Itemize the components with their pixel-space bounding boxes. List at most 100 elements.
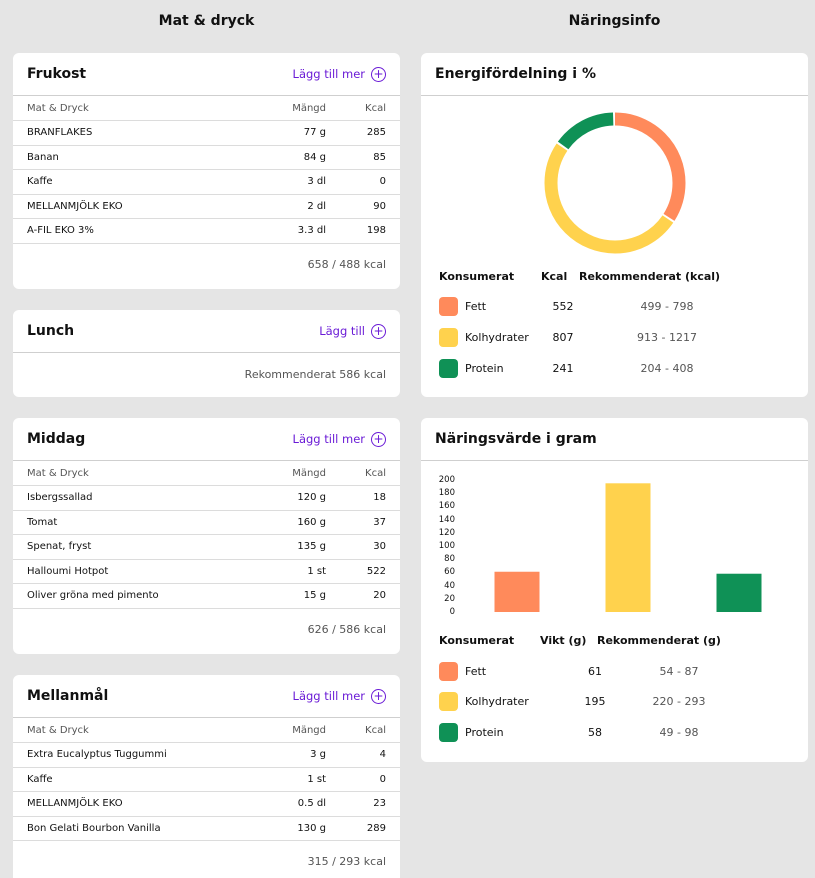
food-kcal: 23 — [340, 791, 400, 817]
header-kcal: Kcal — [340, 96, 400, 121]
food-amount: 84 g — [250, 145, 340, 170]
legend-row-fett: Fett 552 499 - 798 — [439, 297, 779, 317]
legend-value: 552 — [552, 300, 574, 313]
table-row[interactable]: BRANFLAKES 77 g 285 — [13, 120, 400, 146]
y-tick-label: 80 — [444, 554, 455, 565]
meal-title: Lunch — [27, 323, 75, 339]
add-label: Lägg till mer — [292, 67, 365, 81]
energy-card-header: Energifördelning i % — [421, 53, 808, 96]
table-row[interactable]: Halloumi Hotpot 1 st 522 — [13, 559, 400, 584]
legend-row-kolhydrater: Kolhydrater 195 220 - 293 — [439, 692, 779, 712]
table-row[interactable]: MELLANMJÖLK EKO 2 dl 90 — [13, 194, 400, 219]
header-kcal: Kcal — [340, 718, 400, 743]
nutrition-card-header: Näringsvärde i gram — [421, 418, 808, 461]
table-row[interactable]: Kaffe 3 dl 0 — [13, 169, 400, 195]
header-name: Mat & Dryck — [13, 96, 250, 121]
legend-range: 220 - 293 — [652, 695, 706, 708]
table-row[interactable]: Kaffe 1 st 0 — [13, 767, 400, 792]
legend-range: 49 - 98 — [659, 726, 699, 739]
y-tick-label: 60 — [444, 567, 455, 578]
y-tick-label: 200 — [438, 475, 455, 485]
header-kcal: Kcal — [340, 461, 400, 486]
food-amount: 3.3 dl — [250, 218, 340, 244]
legend-range: 204 - 408 — [640, 362, 694, 375]
legend-range: 913 - 1217 — [637, 331, 697, 344]
legend-name: Fett — [465, 665, 487, 678]
fett-swatch — [439, 297, 458, 316]
kolhydrater-swatch — [439, 692, 458, 711]
meal-total: 658 / 488 kcal — [307, 257, 386, 271]
add-label: Lägg till — [319, 324, 365, 338]
nutrition-card: Näringsvärde i gram 0 20 40 60 80 100 120 140 16… — [421, 418, 808, 762]
legend-header-kcal: Kcal — [541, 270, 568, 283]
legend-value: 807 — [552, 331, 574, 344]
food-name: Tomat — [13, 510, 250, 535]
legend-row-protein: Protein 58 49 - 98 — [439, 723, 779, 743]
food-amount: 160 g — [250, 510, 340, 535]
food-table: Mat & Dryck Mängd Kcal Isbergssallad 120 … — [13, 461, 400, 609]
meal-card-header: Middag Lägg till mer + — [13, 418, 400, 461]
plus-circle-icon: + — [371, 66, 386, 82]
table-row[interactable]: A-FIL EKO 3% 3.3 dl 198 — [13, 218, 400, 244]
energy-donut-chart — [544, 112, 686, 254]
donut-slice-fett — [544, 112, 686, 254]
food-kcal: 289 — [340, 816, 400, 841]
meal-card-header: Mellanmål Lägg till mer + — [13, 675, 400, 718]
food-name: Kaffe — [13, 169, 250, 195]
food-amount: 1 st — [250, 767, 340, 792]
legend-header-recommended: Rekommenderat (g) — [597, 634, 721, 647]
energy-title: Energifördelning i % — [435, 66, 597, 82]
table-row[interactable]: MELLANMJÖLK EKO 0.5 dl 23 — [13, 791, 400, 817]
table-header-row: Mat & Dryck Mängd Kcal — [13, 96, 400, 121]
legend-name: Protein — [465, 726, 504, 739]
food-kcal: 285 — [340, 120, 400, 146]
food-kcal: 0 — [340, 169, 400, 195]
legend-row-protein: Protein 241 204 - 408 — [439, 359, 779, 379]
food-amount: 1 st — [250, 559, 340, 584]
legend-row-kolhydrater: Kolhydrater 807 913 - 1217 — [439, 328, 779, 348]
nutrition-bar-chart — [494, 483, 762, 612]
table-row[interactable]: Banan 84 g 85 — [13, 145, 400, 170]
food-amount: 0.5 dl — [250, 791, 340, 817]
protein-swatch — [439, 723, 458, 742]
table-row[interactable]: Oliver gröna med pimento 15 g 20 — [13, 583, 400, 609]
table-row[interactable]: Spenat, fryst 135 g 30 — [13, 534, 400, 560]
table-row[interactable]: Bon Gelati Bourbon Vanilla 130 g 289 — [13, 816, 400, 841]
food-name: Spenat, fryst — [13, 534, 250, 560]
protein-swatch — [439, 359, 458, 378]
food-table: Mat & Dryck Mängd Kcal Extra Eucalyptus … — [13, 718, 400, 841]
meal-card-middag: Middag Lägg till mer + Mat & Dryck Mängd … — [13, 418, 400, 654]
header-amount: Mängd — [250, 718, 340, 743]
table-row[interactable]: Tomat 160 g 37 — [13, 510, 400, 535]
y-tick-label: 180 — [438, 488, 455, 499]
add-label: Lägg till mer — [292, 689, 365, 703]
food-name: Halloumi Hotpot — [13, 559, 250, 584]
right-column-title: Näringsinfo — [568, 13, 661, 29]
add-food-button[interactable]: Lägg till mer + — [292, 688, 386, 704]
food-kcal: 37 — [340, 510, 400, 535]
add-label: Lägg till mer — [292, 432, 365, 446]
food-amount: 77 g — [250, 120, 340, 146]
legend-value: 58 — [588, 726, 602, 739]
add-food-button[interactable]: Lägg till mer + — [292, 66, 386, 82]
table-header-row: Mat & Dryck Mängd Kcal — [13, 718, 400, 743]
table-row[interactable]: Isbergssallad 120 g 18 — [13, 485, 400, 511]
add-food-button[interactable]: Lägg till mer + — [292, 431, 386, 447]
food-kcal: 18 — [340, 485, 400, 511]
food-amount: 2 dl — [250, 194, 340, 219]
food-name: A-FIL EKO 3% — [13, 218, 250, 244]
add-food-button[interactable]: Lägg till + — [319, 323, 386, 339]
header-amount: Mängd — [250, 461, 340, 486]
plus-circle-icon: + — [371, 688, 386, 704]
y-tick-label: 140 — [438, 514, 455, 525]
legend-row-fett: Fett 61 54 - 87 — [439, 662, 779, 682]
meal-total: Rekommenderat 586 kcal — [244, 368, 386, 381]
left-column-title: Mat & dryck — [158, 13, 255, 29]
food-kcal: 0 — [340, 767, 400, 792]
legend-range: 54 - 87 — [659, 665, 699, 678]
food-amount: 130 g — [250, 816, 340, 841]
food-name: MELLANMJÖLK EKO — [13, 194, 250, 219]
food-name: Isbergssallad — [13, 485, 250, 511]
food-name: Banan — [13, 145, 250, 170]
